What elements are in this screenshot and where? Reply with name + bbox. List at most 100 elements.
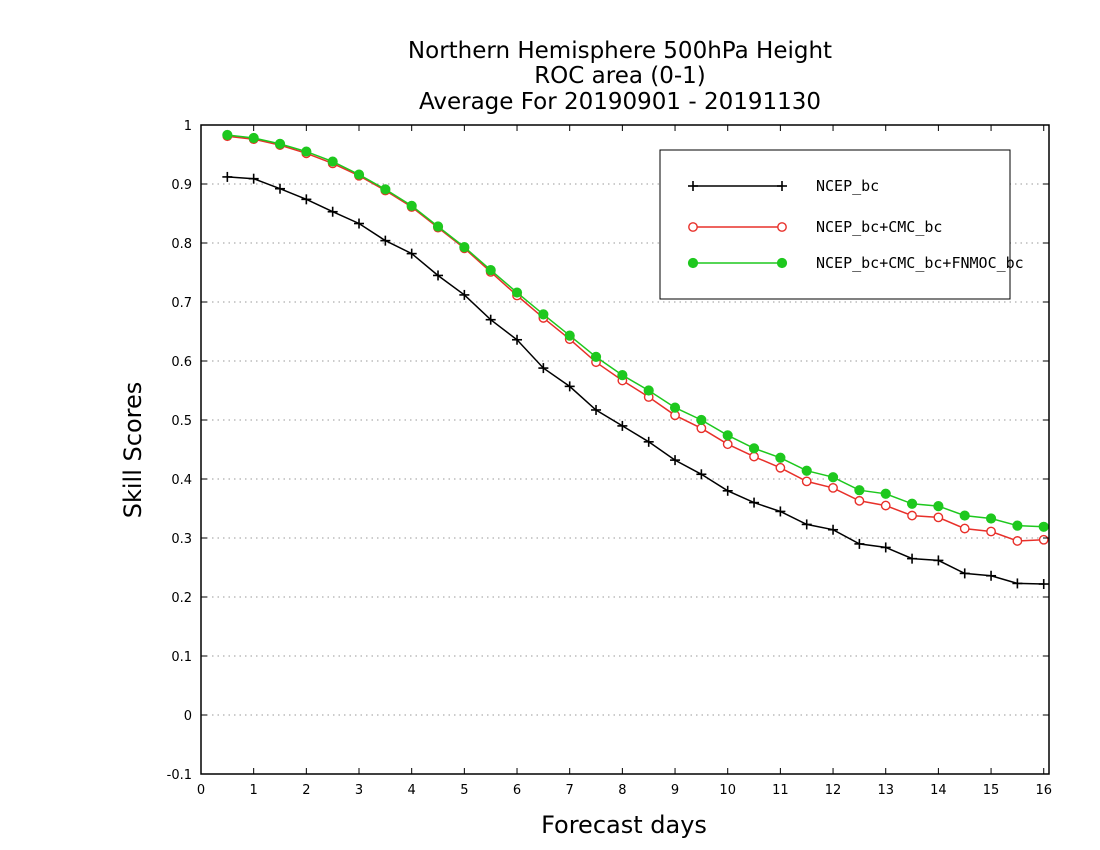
data-point — [907, 510, 917, 521]
data-point — [538, 309, 549, 320]
legend-marker — [688, 222, 698, 232]
x-axis-label: Forecast days — [541, 811, 707, 839]
x-tick-label: 1 — [250, 783, 258, 798]
y-tick-label: 0.2 — [171, 591, 192, 606]
x-tick-label: 13 — [877, 783, 894, 798]
data-point — [406, 200, 417, 211]
chart-title-line-2: ROC area (0-1) — [534, 63, 706, 89]
data-point — [1012, 520, 1023, 531]
series-2 — [222, 129, 1049, 532]
data-point — [959, 568, 970, 579]
y-axis-label: Skill Scores — [119, 382, 147, 519]
series-line — [227, 176, 1044, 585]
data-point — [775, 452, 786, 463]
data-point — [933, 512, 944, 523]
y-tick-label: 0.8 — [171, 237, 192, 252]
data-point — [564, 381, 575, 392]
data-point — [775, 506, 786, 517]
data-point — [459, 289, 470, 300]
x-tick-label: 0 — [197, 783, 205, 798]
legend-label: NCEP_bc — [816, 177, 879, 195]
data-point — [485, 314, 496, 325]
data-point — [1038, 579, 1049, 590]
data-point — [748, 443, 760, 454]
data-point — [880, 500, 891, 511]
data-point — [985, 513, 997, 524]
axis-ticks: -0.100.10.20.30.40.50.60.70.80.910 1 2 3 4 5 6… — [167, 119, 1052, 798]
data-point — [406, 248, 417, 259]
data-point — [775, 462, 786, 473]
y-tick-label: 0.1 — [171, 650, 192, 665]
data-point — [669, 402, 681, 413]
data-point — [986, 526, 996, 537]
data-point — [275, 183, 286, 194]
chart-legend: NCEP_bc NCEP_bc+CMC_bc NCEP_bc+CMC_bc+FNMO… — [659, 149, 1024, 300]
y-tick-label: 0.6 — [171, 355, 192, 370]
plot-area-frame — [200, 124, 1050, 775]
data-point — [301, 146, 312, 157]
y-tick-label: 0.7 — [171, 296, 192, 311]
data-point — [801, 519, 812, 530]
y-tick-label: 0.5 — [171, 414, 192, 429]
data-point — [1038, 534, 1049, 545]
data-point — [722, 439, 733, 450]
data-point — [959, 510, 970, 521]
legend-marker — [687, 257, 699, 269]
x-tick-label: 6 — [513, 783, 521, 798]
data-point — [749, 497, 760, 508]
data-point — [538, 363, 549, 374]
data-point — [722, 430, 733, 441]
data-point — [880, 542, 891, 553]
data-point — [459, 242, 470, 253]
data-point — [433, 270, 444, 281]
x-tick-label: 11 — [772, 783, 789, 798]
legend-marker — [776, 257, 788, 269]
chart-title: Northern Hemisphere 500hPa Height ROC ar… — [408, 38, 832, 115]
data-point — [801, 465, 812, 476]
chart-title-line-1: Northern Hemisphere 500hPa Height — [408, 38, 832, 64]
data-point — [933, 555, 944, 566]
data-point — [380, 184, 391, 195]
data-point — [511, 287, 523, 298]
legend-label: NCEP_bc+CMC_bc — [816, 218, 942, 236]
data-point — [248, 173, 259, 184]
data-point — [880, 488, 891, 499]
data-point — [986, 570, 997, 581]
data-point — [485, 265, 496, 276]
data-point — [854, 485, 865, 496]
data-point — [696, 469, 707, 480]
legend-marker — [777, 181, 787, 191]
data-point — [670, 455, 681, 466]
data-point — [617, 420, 628, 431]
y-tick-label: -0.1 — [167, 768, 192, 783]
x-tick-label: 15 — [983, 783, 1000, 798]
series-0 — [222, 171, 1049, 590]
data-point — [828, 524, 839, 535]
legend-label: NCEP_bc+CMC_bc+FNMOC_bc — [816, 254, 1024, 272]
x-tick-label: 4 — [408, 783, 416, 798]
data-point — [301, 194, 312, 205]
x-tick-label: 12 — [825, 783, 842, 798]
data-point — [327, 156, 338, 167]
data-point — [696, 423, 707, 434]
y-tick-label: 0.9 — [171, 178, 192, 193]
x-tick-label: 16 — [1035, 783, 1052, 798]
data-point — [353, 169, 365, 180]
data-point — [749, 451, 759, 462]
x-tick-label: 8 — [618, 783, 626, 798]
data-point — [854, 495, 865, 506]
data-point — [933, 501, 944, 512]
legend-marker — [688, 181, 698, 191]
data-point — [274, 138, 286, 149]
x-tick-label: 14 — [930, 783, 947, 798]
data-point — [590, 351, 602, 362]
data-point — [591, 404, 602, 415]
data-point — [828, 482, 838, 493]
data-point — [617, 370, 628, 381]
x-tick-label: 7 — [566, 783, 574, 798]
data-point — [722, 485, 733, 496]
data-point — [907, 553, 918, 564]
data-point — [1012, 536, 1023, 546]
legend-box — [659, 149, 1011, 300]
legend-marker — [777, 222, 787, 232]
